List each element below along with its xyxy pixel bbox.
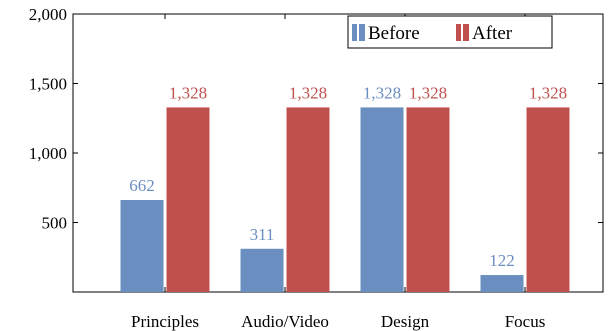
y-tick-label: 2,000 [29, 5, 67, 24]
x-category-label: Focus [505, 312, 546, 331]
bar-after [526, 107, 570, 293]
data-label-before: 1,328 [363, 83, 401, 102]
bar-after [406, 107, 450, 293]
legend: Before After [347, 15, 553, 49]
bar-before [480, 275, 524, 292]
legend-swatch-after [456, 24, 461, 41]
labels-group: 662 311 1,328 122 1,328 1,328 1,328 1,328 [129, 83, 567, 270]
data-label-before: 122 [489, 251, 515, 270]
bar-before [360, 107, 404, 293]
data-label-after: 1,328 [409, 83, 447, 102]
legend-swatch-after [463, 24, 469, 41]
data-label-after: 1,328 [289, 83, 327, 102]
legend-box [347, 15, 553, 49]
bar-after [286, 107, 330, 293]
legend-swatch-before [359, 24, 365, 41]
data-label-after: 1,328 [529, 83, 567, 102]
legend-label-before: Before [368, 23, 420, 44]
bar-after [166, 107, 210, 293]
data-label-after: 1,328 [169, 83, 207, 102]
x-category-label: Design [381, 312, 430, 331]
y-tick-label: 500 [42, 214, 68, 233]
bars-group [120, 107, 570, 293]
x-category-label: Audio/Video [241, 312, 329, 331]
bar-before [120, 199, 164, 292]
data-label-before: 311 [250, 225, 275, 244]
legend-label-after: After [472, 23, 513, 44]
x-category-label: Principles [131, 312, 199, 331]
data-label-before: 662 [129, 176, 155, 195]
plot-axes: 500 1,000 1,500 2,000 Principles Audio/Video D… [29, 5, 604, 331]
y-tick-label: 1,000 [29, 144, 67, 163]
bar-before [240, 248, 284, 292]
y-tick-label: 1,500 [29, 75, 67, 94]
legend-swatch-before [352, 24, 357, 41]
